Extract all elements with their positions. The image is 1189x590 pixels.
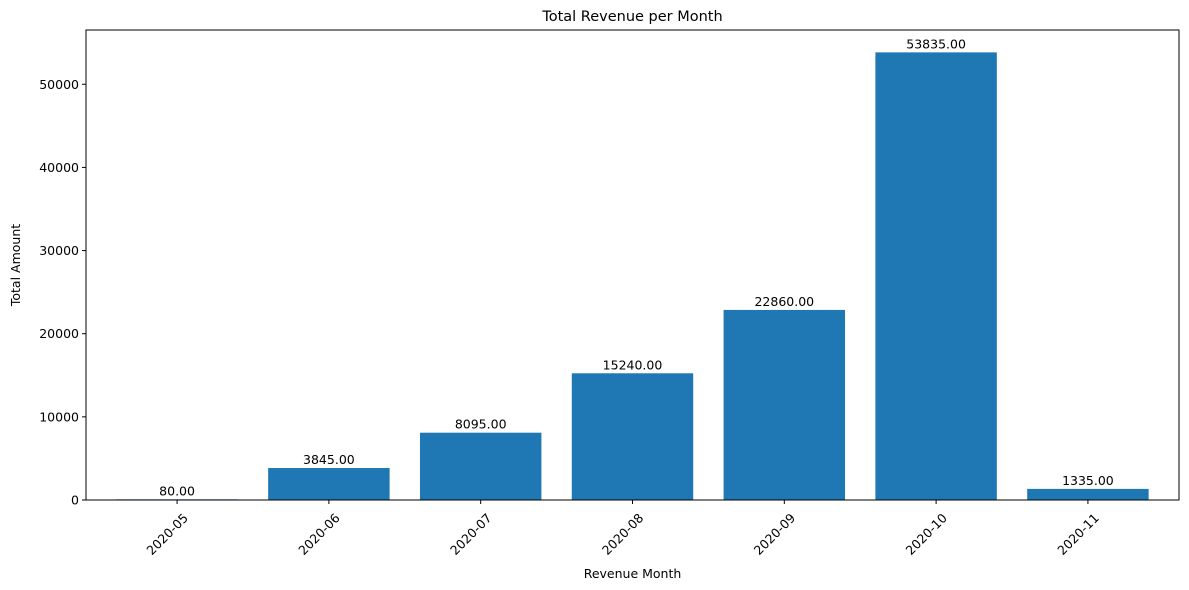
y-tick-label-20000: 20000 xyxy=(39,326,79,341)
data-label-2020-07: 8095.00 xyxy=(455,417,507,432)
chart-title: Total Revenue per Month xyxy=(541,9,722,25)
data-label-2020-11: 1335.00 xyxy=(1062,473,1114,488)
bar-2020-06 xyxy=(268,468,390,500)
data-label-2020-09: 22860.00 xyxy=(754,294,814,309)
data-label-2020-06: 3845.00 xyxy=(303,452,355,467)
bars-group xyxy=(116,52,1149,500)
bar-2020-08 xyxy=(571,373,694,500)
data-label-2020-10: 53835.00 xyxy=(906,36,966,51)
bar-2020-10 xyxy=(875,52,997,500)
y-axis-label: Total Amount xyxy=(8,224,23,307)
y-tick-label-0: 0 xyxy=(71,493,79,508)
y-tick-label-30000: 30000 xyxy=(39,243,79,258)
y-tick-label-40000: 40000 xyxy=(39,160,79,175)
bar-2020-07 xyxy=(419,432,542,500)
y-tick-label-10000: 10000 xyxy=(39,409,79,424)
data-labels-group: 80.00 3845.00 8095.00 15240.00 22860.00 53835… xyxy=(159,36,1114,498)
x-axis-label: Revenue Month xyxy=(584,566,682,581)
bar-2020-09 xyxy=(723,309,846,500)
y-tick-label-50000: 50000 xyxy=(39,77,79,92)
axes-frame xyxy=(85,29,1180,501)
y-axis: 0 10000 20000 30000 40000 50000 xyxy=(39,77,86,508)
data-label-2020-08: 15240.00 xyxy=(603,357,663,372)
bar-2020-11 xyxy=(1027,488,1149,500)
data-label-2020-05: 80.00 xyxy=(159,483,195,498)
